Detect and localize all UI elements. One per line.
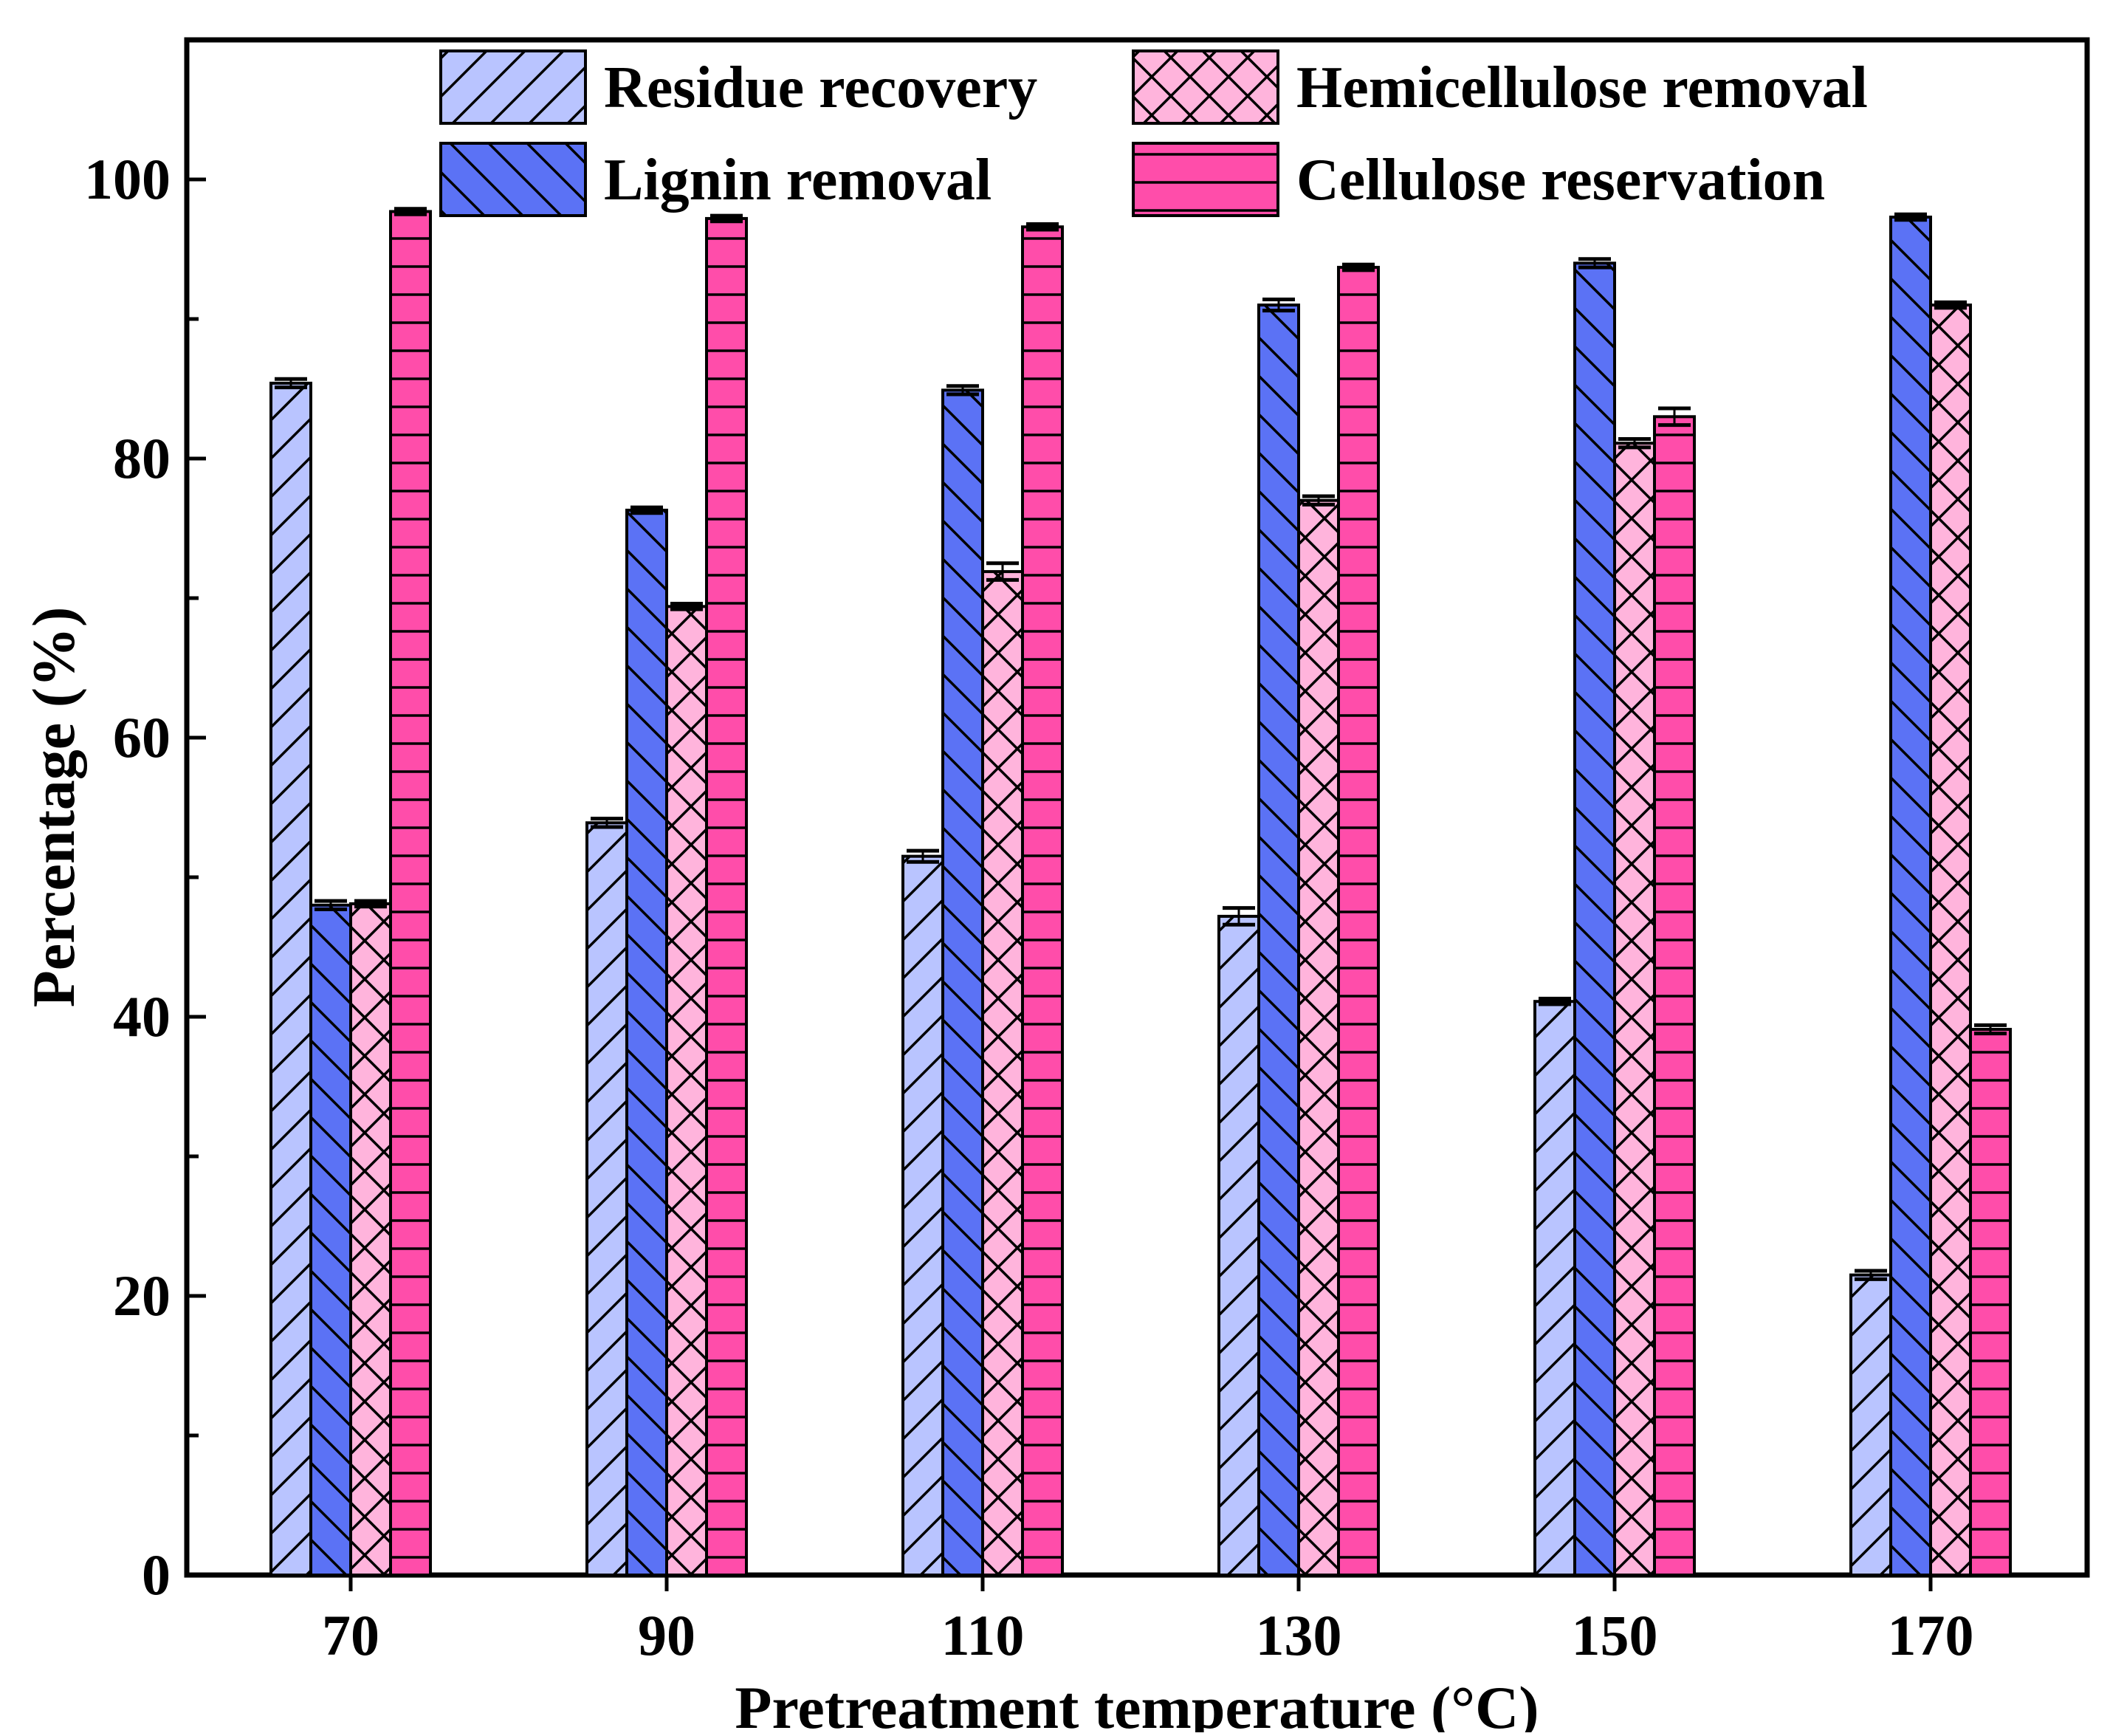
legend: Residue recovery Hemicellulose removal L… (439, 49, 1868, 217)
bar-residue-recovery-130 (1217, 914, 1260, 1577)
x-tick-label-150: 150 (1572, 1603, 1658, 1667)
bar-residue-recovery-170 (1849, 1273, 1892, 1577)
x-tick-label-130: 130 (1256, 1603, 1342, 1667)
x-tick-label-70: 70 (322, 1603, 379, 1667)
error-bar-residue-recovery-70 (275, 377, 307, 390)
error-bar-residue-recovery-130 (1223, 906, 1255, 927)
legend-label-residue-recovery: Residue recovery (604, 55, 1037, 120)
bar-hemicellulose-removal-110 (981, 570, 1024, 1577)
error-bar-hemicellulose-removal-90 (670, 602, 703, 611)
bar-cellulose-reservation-70 (389, 210, 432, 1577)
bar-hemicellulose-removal-90 (665, 605, 708, 1577)
bar-lignin-removal-170 (1889, 216, 1932, 1577)
x-tick-label-170: 170 (1888, 1603, 1974, 1667)
bar-residue-recovery-150 (1533, 1000, 1576, 1577)
bar-lignin-removal-90 (625, 508, 668, 1577)
legend-swatch-cellulose-reservation (1132, 142, 1279, 217)
legend-swatch-lignin-removal (439, 142, 587, 217)
legend-item-cellulose-reservation: Cellulose reservation (1132, 142, 1825, 217)
error-bar-hemicellulose-removal-70 (354, 899, 387, 909)
bar-cellulose-reservation-150 (1653, 415, 1696, 1577)
x-tick-label-110: 110 (941, 1603, 1025, 1667)
error-bar-cellulose-reservation-70 (394, 207, 427, 216)
bars-layer (269, 207, 2012, 1577)
error-bar-cellulose-reservation-150 (1658, 406, 1691, 428)
y-tick-label-20: 20 (113, 1263, 171, 1328)
legend-item-hemicellulose-removal: Hemicellulose removal (1132, 49, 1868, 125)
error-bar-lignin-removal-130 (1262, 298, 1295, 313)
legend-label-lignin-removal: Lignin removal (604, 148, 992, 213)
bar-cellulose-reservation-90 (705, 216, 748, 1577)
x-axis-title: Pretreatment temperature (°C) (735, 1674, 1539, 1732)
error-bar-hemicellulose-removal-150 (1618, 437, 1651, 450)
bar-residue-recovery-70 (269, 381, 312, 1577)
error-bar-residue-recovery-150 (1539, 996, 1571, 1006)
error-bar-cellulose-reservation-130 (1342, 262, 1375, 272)
error-bar-lignin-removal-110 (946, 384, 979, 397)
legend-label-hemicellulose-removal: Hemicellulose removal (1296, 55, 1868, 120)
y-axis-title: Percentage (%) (20, 607, 87, 1008)
y-tick-label-60: 60 (113, 705, 171, 769)
bar-residue-recovery-110 (901, 854, 944, 1577)
legend-item-residue-recovery: Residue recovery (439, 49, 1037, 125)
legend-swatch-hemicellulose-removal (1132, 49, 1279, 125)
x-tick-label-90: 90 (638, 1603, 695, 1667)
y-tick-label-40: 40 (113, 984, 171, 1049)
error-bar-cellulose-reservation-170 (1974, 1023, 2007, 1036)
error-bar-residue-recovery-170 (1855, 1269, 1887, 1281)
error-bar-hemicellulose-removal-130 (1302, 494, 1335, 507)
bar-hemicellulose-removal-70 (349, 902, 392, 1577)
bar-hemicellulose-removal-150 (1613, 442, 1656, 1577)
bar-cellulose-reservation-110 (1021, 225, 1064, 1577)
bar-lignin-removal-130 (1257, 303, 1300, 1577)
bar-cellulose-reservation-170 (1969, 1028, 2012, 1577)
legend-label-cellulose-reservation: Cellulose reservation (1296, 148, 1825, 213)
plot-frame (184, 37, 2090, 1578)
y-tick-label-100: 100 (84, 147, 171, 211)
y-tick-label-0: 0 (142, 1543, 171, 1607)
bar-residue-recovery-90 (585, 821, 628, 1577)
bar-hemicellulose-removal-130 (1297, 498, 1340, 1577)
error-bar-lignin-removal-90 (630, 505, 663, 515)
error-bar-lignin-removal-150 (1578, 257, 1611, 270)
error-bar-residue-recovery-110 (907, 848, 939, 864)
bar-lignin-removal-70 (309, 903, 352, 1577)
y-axis: 0 20 40 60 80 100 (84, 38, 206, 1607)
error-bar-hemicellulose-removal-110 (986, 561, 1019, 582)
error-bar-cellulose-reservation-110 (1026, 222, 1059, 232)
bar-lignin-removal-150 (1573, 261, 1616, 1577)
error-bar-hemicellulose-removal-170 (1934, 300, 1967, 310)
x-axis: 70 90 110 130 150 170 (322, 1575, 1974, 1667)
error-bar-lignin-removal-70 (315, 899, 347, 911)
y-tick-label-80: 80 (113, 426, 171, 490)
error-bar-cellulose-reservation-90 (710, 213, 743, 224)
legend-item-lignin-removal: Lignin removal (439, 142, 992, 217)
bar-lignin-removal-110 (941, 388, 984, 1577)
error-bar-lignin-removal-170 (1894, 212, 1927, 222)
error-bar-residue-recovery-90 (591, 817, 623, 829)
legend-swatch-residue-recovery (439, 49, 587, 125)
bar-hemicellulose-removal-170 (1929, 303, 1972, 1577)
bar-cellulose-reservation-130 (1337, 266, 1380, 1577)
